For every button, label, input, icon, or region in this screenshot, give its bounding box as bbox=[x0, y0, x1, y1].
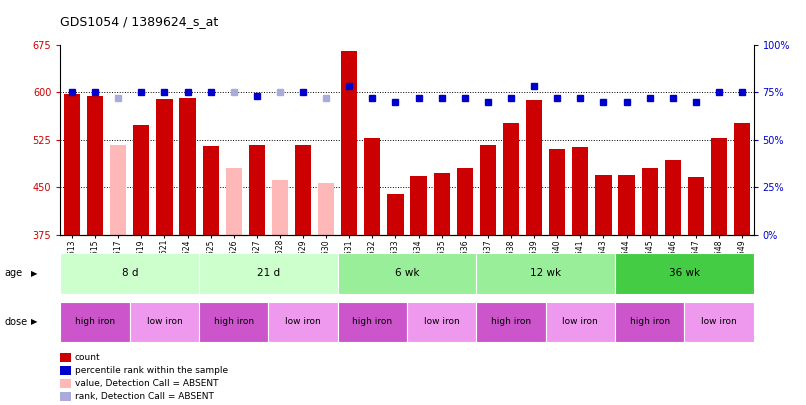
Text: value, Detection Call = ABSENT: value, Detection Call = ABSENT bbox=[75, 379, 218, 388]
Bar bbox=[130, 302, 199, 342]
Text: low iron: low iron bbox=[285, 318, 321, 326]
Text: 21 d: 21 d bbox=[257, 269, 280, 278]
Bar bbox=[341, 51, 357, 235]
Text: low iron: low iron bbox=[563, 318, 598, 326]
Text: high iron: high iron bbox=[629, 318, 670, 326]
Bar bbox=[711, 138, 727, 235]
Bar bbox=[318, 183, 334, 235]
Text: high iron: high iron bbox=[491, 318, 531, 326]
Bar bbox=[618, 175, 634, 235]
Bar bbox=[596, 175, 612, 235]
Bar bbox=[268, 302, 338, 342]
Text: age: age bbox=[4, 269, 22, 278]
Bar bbox=[364, 139, 380, 235]
Bar bbox=[199, 253, 338, 294]
Bar bbox=[410, 176, 426, 235]
Bar bbox=[615, 253, 754, 294]
Bar bbox=[202, 146, 218, 235]
Bar bbox=[549, 149, 565, 235]
Text: GDS1054 / 1389624_s_at: GDS1054 / 1389624_s_at bbox=[60, 15, 218, 28]
Bar bbox=[615, 302, 684, 342]
Text: percentile rank within the sample: percentile rank within the sample bbox=[75, 366, 228, 375]
Text: rank, Detection Call = ABSENT: rank, Detection Call = ABSENT bbox=[75, 392, 214, 401]
Bar bbox=[249, 145, 265, 235]
Text: 6 wk: 6 wk bbox=[395, 269, 419, 278]
Bar bbox=[338, 302, 407, 342]
Text: low iron: low iron bbox=[147, 318, 182, 326]
Text: low iron: low iron bbox=[701, 318, 737, 326]
Text: 12 wk: 12 wk bbox=[530, 269, 561, 278]
Text: low iron: low iron bbox=[424, 318, 459, 326]
Bar bbox=[87, 96, 103, 235]
Text: high iron: high iron bbox=[352, 318, 393, 326]
Bar bbox=[434, 173, 450, 235]
Bar bbox=[156, 99, 172, 235]
Bar bbox=[480, 145, 496, 235]
Bar bbox=[60, 253, 199, 294]
Bar bbox=[60, 302, 130, 342]
Bar bbox=[110, 145, 127, 235]
Text: count: count bbox=[75, 353, 101, 362]
Bar bbox=[688, 177, 704, 235]
Bar bbox=[476, 302, 546, 342]
Text: high iron: high iron bbox=[214, 318, 254, 326]
Bar bbox=[503, 123, 519, 235]
Bar bbox=[272, 180, 288, 235]
Bar bbox=[457, 168, 473, 235]
Bar bbox=[572, 147, 588, 235]
Bar bbox=[338, 253, 476, 294]
Bar bbox=[665, 160, 681, 235]
Text: high iron: high iron bbox=[75, 318, 115, 326]
Text: dose: dose bbox=[4, 317, 27, 327]
Bar bbox=[734, 123, 750, 235]
Bar bbox=[133, 125, 149, 235]
Bar bbox=[684, 302, 754, 342]
Bar bbox=[546, 302, 615, 342]
Bar bbox=[180, 98, 196, 235]
Bar bbox=[407, 302, 476, 342]
Bar bbox=[388, 194, 404, 235]
Bar bbox=[476, 253, 615, 294]
Text: 36 wk: 36 wk bbox=[669, 269, 700, 278]
Text: 8 d: 8 d bbox=[122, 269, 138, 278]
Text: ▶: ▶ bbox=[31, 269, 37, 278]
Text: ▶: ▶ bbox=[31, 318, 37, 326]
Bar bbox=[226, 168, 242, 235]
Bar bbox=[526, 100, 542, 235]
Bar bbox=[64, 94, 80, 235]
Bar bbox=[199, 302, 268, 342]
Bar bbox=[295, 145, 311, 235]
Bar bbox=[642, 168, 658, 235]
